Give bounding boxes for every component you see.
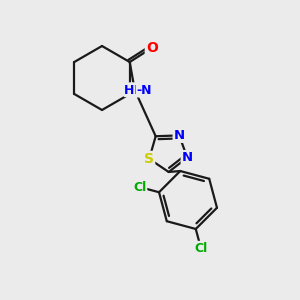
Text: N: N [174,129,185,142]
Text: -N: -N [137,83,152,97]
Text: Cl: Cl [133,181,146,194]
Text: H: H [127,83,137,97]
Text: O: O [146,41,158,55]
Text: H: H [130,83,140,97]
Text: Cl: Cl [194,242,208,255]
Text: N: N [182,151,193,164]
Text: H: H [124,83,135,97]
Text: S: S [144,152,154,166]
